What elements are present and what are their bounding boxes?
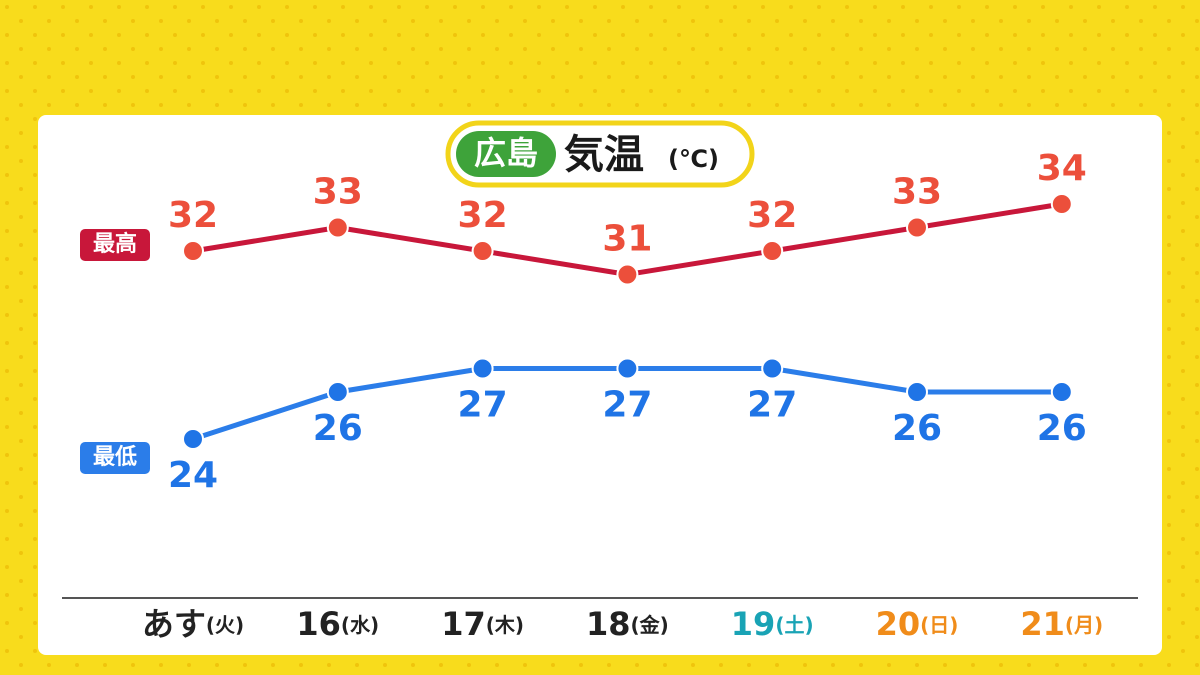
value-label: 33 (892, 172, 942, 213)
point (761, 357, 784, 380)
x-tick-label: 16(水) (296, 605, 379, 643)
value-label: 27 (458, 385, 508, 426)
x-tick-label: 20(日) (876, 605, 959, 643)
x-tick-label: 18(金) (586, 605, 669, 643)
legend-badge (80, 442, 150, 474)
x-tick-label: 19(土) (731, 605, 814, 643)
point (761, 240, 784, 262)
legend-badge (80, 229, 150, 261)
point (326, 216, 349, 239)
point (471, 357, 494, 380)
panel (38, 115, 1162, 655)
value-label: 26 (1037, 408, 1087, 449)
legend-label: 最高 (93, 231, 137, 257)
point (182, 240, 204, 262)
value-label: 27 (747, 385, 797, 426)
point (471, 240, 494, 262)
value-label: 26 (892, 408, 942, 449)
point (616, 263, 639, 286)
point (326, 381, 349, 403)
value-label: 31 (602, 219, 652, 260)
legend-label: 最低 (93, 445, 137, 470)
value-label: 26 (313, 408, 363, 449)
value-label: 24 (168, 455, 218, 496)
value-label: 34 (1037, 148, 1087, 189)
value-label: 32 (168, 195, 218, 236)
point (182, 428, 204, 450)
point (1050, 381, 1073, 403)
chart-title: 気温 (564, 132, 644, 178)
value-label: 33 (313, 172, 363, 213)
point (906, 216, 928, 239)
point (616, 357, 639, 380)
x-tick-label: あす(火) (142, 605, 244, 643)
point (906, 381, 928, 403)
value-label: 32 (458, 195, 508, 236)
value-label: 27 (602, 385, 652, 426)
x-tick-label: 17(木) (441, 605, 524, 643)
value-label: 32 (747, 195, 797, 236)
unit: (℃) (668, 145, 719, 173)
region-badge (456, 131, 556, 177)
region: 広島 (474, 134, 538, 172)
point (1050, 193, 1073, 215)
x-tick-label: 21(月) (1020, 605, 1103, 643)
